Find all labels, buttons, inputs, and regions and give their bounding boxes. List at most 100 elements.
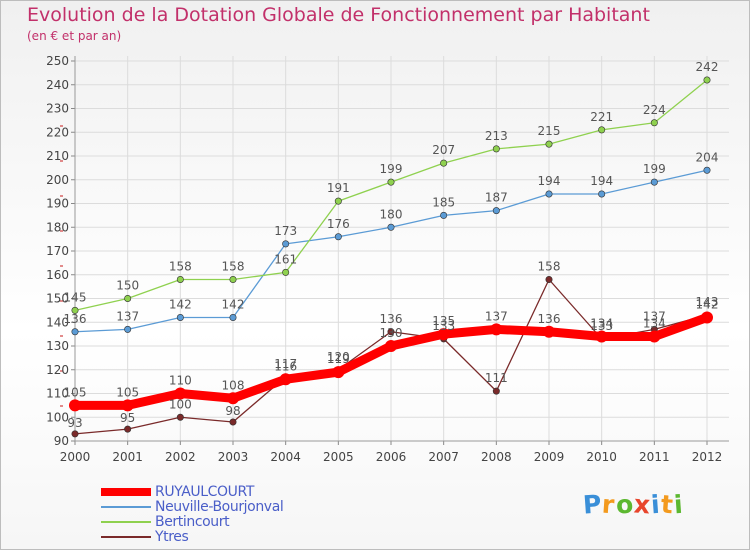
data-label: 158 [538, 260, 561, 274]
data-point [282, 268, 290, 276]
data-point [492, 207, 500, 215]
x-tick-label: 2005 [323, 450, 354, 464]
y-tick-label: 130 [46, 339, 69, 353]
data-label: 135 [432, 314, 455, 328]
data-point [650, 119, 658, 127]
data-label: 204 [696, 150, 719, 164]
x-tick-label: 2010 [586, 450, 617, 464]
y-tick-label: 170 [46, 244, 69, 258]
data-label: 105 [64, 385, 87, 399]
x-tick-label: 2001 [112, 450, 143, 464]
logo-letter: x [632, 489, 652, 520]
data-point [71, 328, 79, 336]
logo-letter: P [582, 489, 604, 520]
data-label: 150 [116, 279, 139, 293]
data-label: 215 [538, 124, 561, 138]
data-label: 108 [222, 378, 245, 392]
y-tick-label: 240 [46, 78, 69, 92]
y-tick-label: 100 [46, 410, 69, 424]
data-point [176, 313, 184, 321]
x-tick-label: 2006 [376, 450, 407, 464]
data-point [229, 313, 237, 321]
y-tick-label: 140 [46, 315, 69, 329]
data-label: 133 [590, 319, 613, 333]
x-tick-label: 2007 [428, 450, 459, 464]
data-point [492, 387, 500, 395]
data-label: 224 [643, 103, 666, 117]
data-point [701, 311, 713, 324]
data-label: 116 [274, 359, 297, 373]
x-tick-label: 2008 [481, 450, 512, 464]
data-point [387, 328, 395, 336]
chart-subtitle: (en € et par an) [27, 29, 122, 43]
data-point [703, 76, 711, 84]
y-tick-label: 230 [46, 102, 69, 116]
data-label: 142 [169, 298, 192, 312]
data-point [385, 340, 397, 352]
data-label: 136 [64, 312, 87, 326]
data-label: 117 [274, 357, 297, 371]
data-label: 100 [169, 397, 192, 411]
data-point [334, 233, 342, 241]
proxiti-logo: Proxiti [582, 489, 684, 520]
x-tick-label: 2003 [218, 450, 249, 464]
y-tick-label: 200 [46, 173, 69, 187]
legend-swatch [101, 488, 151, 496]
data-label: 191 [327, 181, 350, 195]
y-tick-label: 160 [46, 268, 69, 282]
data-point [648, 330, 661, 343]
data-label: 194 [538, 174, 561, 188]
y-tick-label: 190 [46, 197, 69, 211]
axes [60, 56, 729, 445]
x-tick-label: 2000 [60, 450, 91, 464]
data-point [595, 330, 608, 343]
data-label: 95 [120, 411, 135, 425]
data-label: 133 [432, 319, 455, 333]
y-tick-label: 150 [46, 292, 69, 306]
data-label: 142 [696, 298, 719, 312]
data-label: 161 [274, 252, 297, 266]
y-tick-label: 250 [46, 54, 69, 68]
data-label: 98 [225, 404, 240, 418]
data-label: 137 [643, 309, 666, 323]
data-label: 185 [432, 195, 455, 209]
data-point [176, 413, 184, 421]
data-label: 134 [643, 317, 666, 331]
y-tick-label: 110 [46, 387, 69, 401]
x-tick-label: 2002 [165, 450, 196, 464]
data-label: 213 [485, 129, 508, 143]
data-point [440, 211, 448, 219]
legend-swatch [101, 521, 151, 523]
data-label: 142 [222, 298, 245, 312]
data-point [282, 240, 290, 248]
data-point [440, 159, 448, 167]
data-label: 173 [274, 224, 297, 238]
data-label: 134 [590, 317, 613, 331]
data-point [545, 275, 553, 283]
data-point [545, 190, 553, 198]
data-label: 221 [590, 110, 613, 124]
data-point [124, 294, 132, 302]
data-label: 158 [222, 260, 245, 274]
data-label: 199 [380, 162, 403, 176]
y-tick-label: 120 [46, 363, 69, 377]
data-label: 143 [696, 295, 719, 309]
data-point [279, 373, 292, 386]
data-label: 207 [432, 143, 455, 157]
y-tick-label: 220 [46, 125, 69, 139]
data-label: 119 [327, 352, 350, 366]
legend-label: Bertincourt [155, 514, 230, 530]
data-label: 145 [64, 290, 87, 304]
x-tick-label: 2012 [692, 450, 723, 464]
x-tick-label: 2009 [534, 450, 565, 464]
logo-letter: o [614, 489, 635, 520]
data-point [124, 325, 132, 333]
x-tick-label: 2011 [639, 450, 670, 464]
y-tick-label: 210 [46, 149, 69, 163]
data-label: 194 [590, 174, 613, 188]
data-point [229, 275, 237, 283]
data-point [387, 178, 395, 186]
data-label: 242 [696, 60, 719, 74]
